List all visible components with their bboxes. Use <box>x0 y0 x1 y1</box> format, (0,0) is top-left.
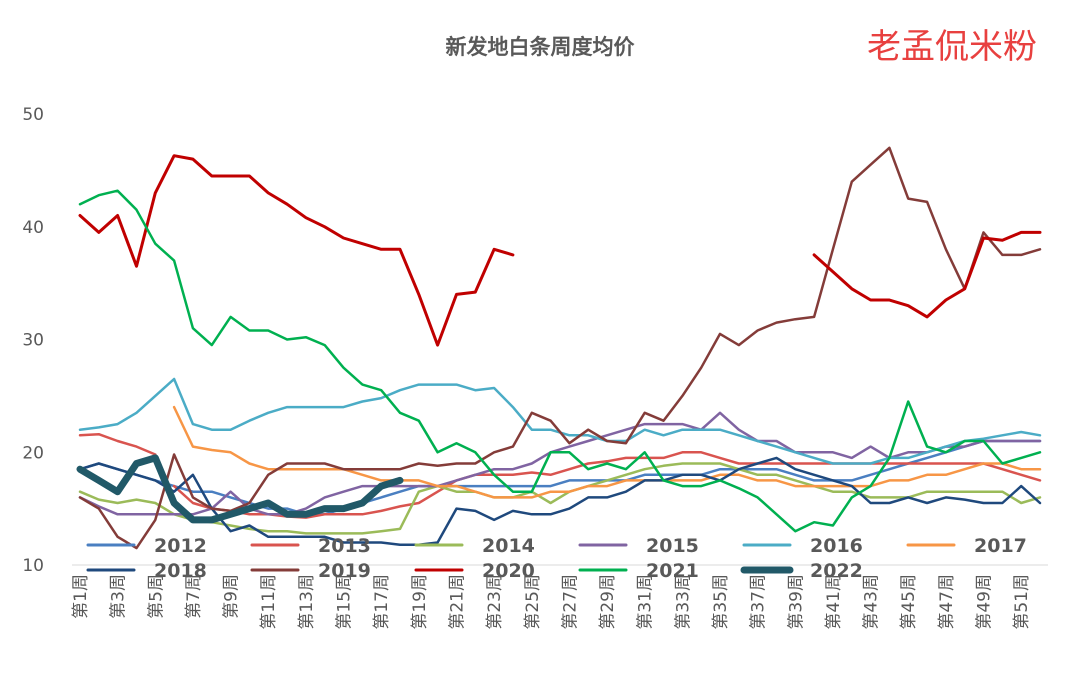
legend-label-2020: 2020 <box>482 560 535 582</box>
x-tick-label: 第23周 <box>485 574 505 630</box>
y-tick-label: 10 <box>22 556 44 576</box>
legend: 2012 2013 2014 2015 2016 2017 2018 2019 2020 2021… <box>86 535 1027 582</box>
x-tick-label: 第31周 <box>636 574 656 630</box>
x-tick-label: 第9周 <box>222 574 242 619</box>
legend-label-2018: 2018 <box>154 560 207 582</box>
x-tick-label: 第17周 <box>372 574 392 630</box>
x-tick-label: 第1周 <box>71 574 91 619</box>
x-tick-label: 第49周 <box>975 574 995 630</box>
x-tick-label: 第33周 <box>673 574 693 630</box>
y-tick-label: 20 <box>22 443 44 463</box>
y-tick-label: 30 <box>22 331 44 351</box>
watermark-text: 老孟侃米粉 <box>867 27 1037 67</box>
x-tick-label: 第15周 <box>335 574 355 630</box>
series-line-2022 <box>76 454 404 524</box>
legend-label-2021: 2021 <box>646 560 699 582</box>
x-tick-label: 第37周 <box>749 574 769 630</box>
x-tick-label: 第35周 <box>711 574 731 630</box>
legend-label-2013: 2013 <box>318 535 371 557</box>
x-tick-label: 第3周 <box>109 574 129 619</box>
series-line-2020 <box>78 154 515 347</box>
legend-label-2012: 2012 <box>154 535 207 557</box>
x-tick-label: 第11周 <box>259 574 279 630</box>
y-axis: 10 20 30 40 50 <box>22 105 44 576</box>
legend-label-2022: 2022 <box>810 560 863 582</box>
legend-label-2015: 2015 <box>646 535 699 557</box>
x-tick-label: 第39周 <box>786 574 806 630</box>
x-axis: 第1周 第3周 第5周 第7周 第9周 第11周 第13周 第15周 第17周 第19周 第21周第… <box>71 574 1032 630</box>
series-line-2021 <box>78 189 1042 533</box>
x-tick-label: 第43周 <box>862 574 882 630</box>
x-tick-label: 第25周 <box>523 574 543 630</box>
series-line-2019 <box>78 146 1042 550</box>
x-tick-label: 第47周 <box>937 574 957 630</box>
x-tick-label: 第41周 <box>824 574 844 630</box>
x-tick-label: 第29周 <box>598 574 618 630</box>
x-tick-label: 第27周 <box>560 574 580 630</box>
series-line-2018 <box>78 456 1042 546</box>
x-tick-label: 第45周 <box>899 574 919 630</box>
x-tick-label: 第13周 <box>297 574 317 630</box>
x-tick-label: 第21周 <box>447 574 467 630</box>
y-tick-label: 40 <box>22 218 44 238</box>
x-tick-label: 第19周 <box>410 574 430 630</box>
legend-label-2019: 2019 <box>318 560 371 582</box>
y-tick-label: 50 <box>22 105 44 125</box>
series-line-2015 <box>78 411 1042 516</box>
x-tick-label: 第5周 <box>146 574 166 619</box>
legend-label-2016: 2016 <box>810 535 863 557</box>
legend-label-2014: 2014 <box>482 535 535 557</box>
x-tick-label: 第51周 <box>1012 574 1032 630</box>
series-line-2020b <box>812 230 1042 319</box>
series-line-2013b <box>172 451 1042 519</box>
series-line-2017 <box>172 405 1042 499</box>
x-tick-label: 第7周 <box>184 574 204 619</box>
chart-title: 新发地白条周度均价 <box>446 35 636 59</box>
legend-label-2017: 2017 <box>974 535 1027 557</box>
series-group <box>76 146 1042 550</box>
series-line-2013 <box>78 432 157 456</box>
